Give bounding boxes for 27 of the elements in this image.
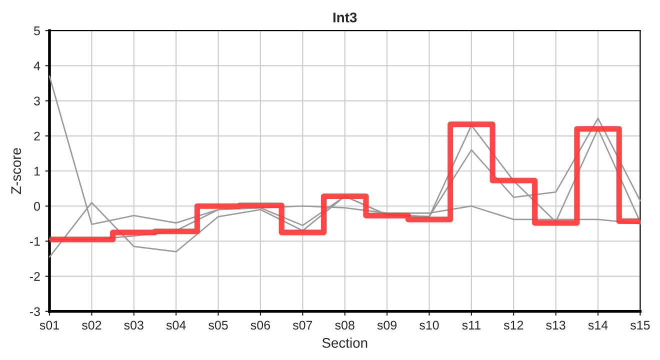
- y-tick-label: -3: [30, 307, 40, 316]
- y-tick-label: 5: [34, 26, 40, 36]
- x-tick-label: s15: [630, 320, 650, 330]
- chart-title: Int3: [333, 12, 357, 22]
- x-tick-label: s02: [82, 320, 102, 330]
- y-tick-label: 0: [34, 202, 40, 211]
- x-tick-label: s05: [208, 320, 228, 330]
- x-tick-label: s07: [292, 320, 312, 330]
- y-tick-label: 2: [34, 132, 40, 140]
- y-tick-label: -2: [30, 272, 40, 281]
- x-tick-label: s14: [588, 320, 608, 330]
- x-axis-title: Section: [322, 338, 368, 348]
- x-tick-label: s11: [462, 320, 480, 330]
- x-tick-label: s04: [166, 320, 186, 330]
- x-tick-label: s01: [40, 320, 59, 330]
- x-tick-label: s06: [250, 320, 270, 330]
- y-tick-label: -1: [30, 237, 40, 246]
- x-tick-label: s13: [546, 320, 566, 330]
- y-tick-label: 3: [34, 96, 40, 106]
- x-tick-label: s03: [124, 320, 144, 330]
- y-tick-label: 4: [34, 62, 40, 70]
- x-tick-label: s09: [377, 320, 397, 330]
- x-tick-label: s12: [504, 320, 524, 330]
- y-axis-title: Z-score: [11, 148, 22, 194]
- x-tick-label: s10: [420, 320, 439, 330]
- y-tick-label: 1: [34, 166, 40, 176]
- x-tick-label: s08: [335, 320, 354, 330]
